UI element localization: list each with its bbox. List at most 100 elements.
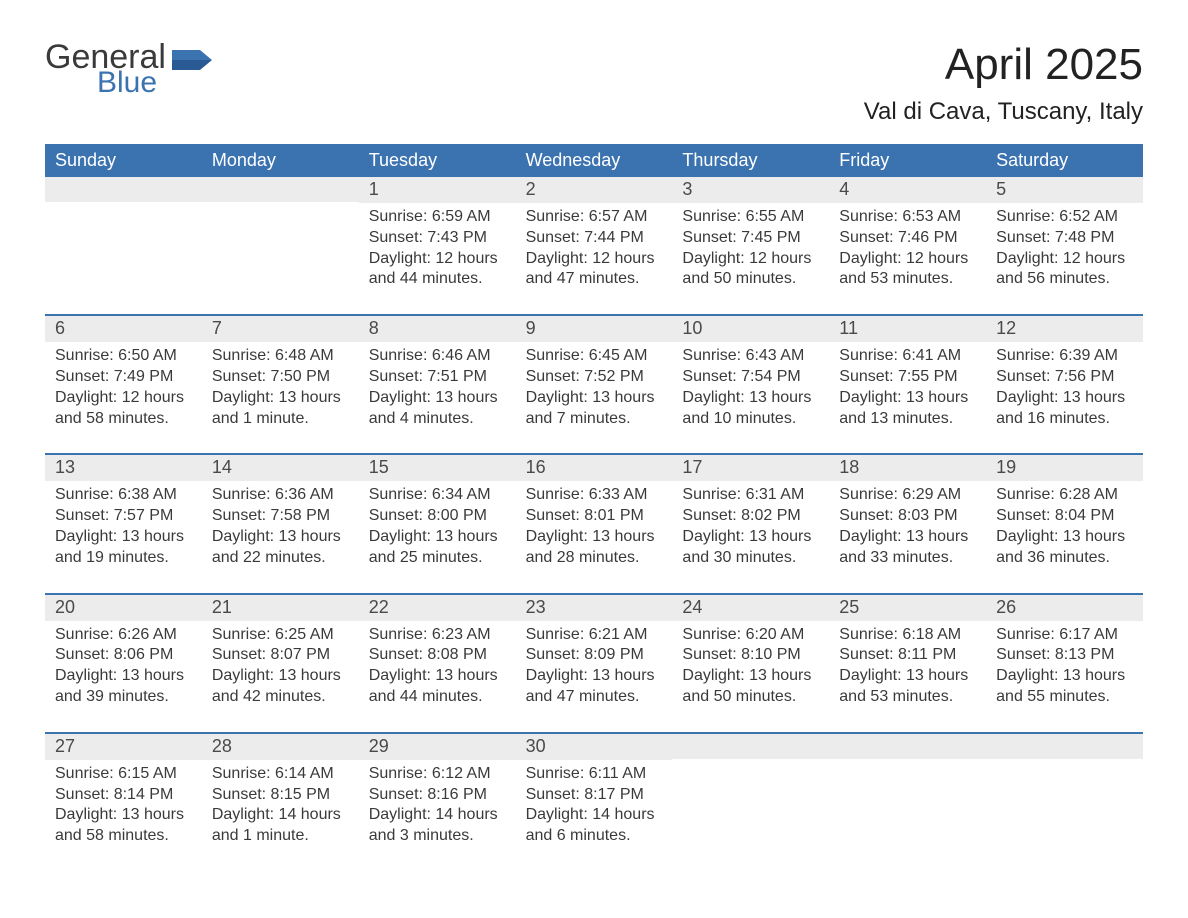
day-cell: 28Sunrise: 6:14 AMSunset: 8:15 PMDayligh… bbox=[202, 734, 359, 853]
day-details bbox=[829, 759, 986, 847]
day-details: Sunrise: 6:26 AMSunset: 8:06 PMDaylight:… bbox=[45, 621, 202, 714]
day-details bbox=[202, 202, 359, 290]
day-number: 9 bbox=[516, 316, 673, 342]
sunrise-text: Sunrise: 6:33 AM bbox=[526, 485, 663, 506]
day-cell: 24Sunrise: 6:20 AMSunset: 8:10 PMDayligh… bbox=[672, 595, 829, 714]
day-details: Sunrise: 6:12 AMSunset: 8:16 PMDaylight:… bbox=[359, 760, 516, 853]
sunrise-text: Sunrise: 6:45 AM bbox=[526, 346, 663, 367]
weekday-header: Friday bbox=[829, 144, 986, 177]
day-details: Sunrise: 6:53 AMSunset: 7:46 PMDaylight:… bbox=[829, 203, 986, 296]
sunset-text: Sunset: 8:00 PM bbox=[369, 506, 506, 527]
day-number: 24 bbox=[672, 595, 829, 621]
day-cell: 29Sunrise: 6:12 AMSunset: 8:16 PMDayligh… bbox=[359, 734, 516, 853]
day-number: 27 bbox=[45, 734, 202, 760]
daylight-text: Daylight: 12 hours and 50 minutes. bbox=[682, 249, 819, 291]
day-number: 30 bbox=[516, 734, 673, 760]
day-number: 10 bbox=[672, 316, 829, 342]
day-number: 8 bbox=[359, 316, 516, 342]
day-cell: 21Sunrise: 6:25 AMSunset: 8:07 PMDayligh… bbox=[202, 595, 359, 714]
day-details: Sunrise: 6:25 AMSunset: 8:07 PMDaylight:… bbox=[202, 621, 359, 714]
week-row: 20Sunrise: 6:26 AMSunset: 8:06 PMDayligh… bbox=[45, 593, 1143, 714]
weekday-header: Thursday bbox=[672, 144, 829, 177]
day-number: 12 bbox=[986, 316, 1143, 342]
weekday-header: Monday bbox=[202, 144, 359, 177]
day-details: Sunrise: 6:31 AMSunset: 8:02 PMDaylight:… bbox=[672, 481, 829, 574]
day-details bbox=[45, 202, 202, 290]
day-details: Sunrise: 6:52 AMSunset: 7:48 PMDaylight:… bbox=[986, 203, 1143, 296]
day-number: 20 bbox=[45, 595, 202, 621]
day-number: 11 bbox=[829, 316, 986, 342]
sunrise-text: Sunrise: 6:26 AM bbox=[55, 625, 192, 646]
sunrise-text: Sunrise: 6:43 AM bbox=[682, 346, 819, 367]
day-details: Sunrise: 6:46 AMSunset: 7:51 PMDaylight:… bbox=[359, 342, 516, 435]
daylight-text: Daylight: 13 hours and 28 minutes. bbox=[526, 527, 663, 569]
sunrise-text: Sunrise: 6:39 AM bbox=[996, 346, 1133, 367]
day-details: Sunrise: 6:34 AMSunset: 8:00 PMDaylight:… bbox=[359, 481, 516, 574]
sunrise-text: Sunrise: 6:53 AM bbox=[839, 207, 976, 228]
day-details: Sunrise: 6:33 AMSunset: 8:01 PMDaylight:… bbox=[516, 481, 673, 574]
day-number: 21 bbox=[202, 595, 359, 621]
sunset-text: Sunset: 8:15 PM bbox=[212, 785, 349, 806]
day-cell: 19Sunrise: 6:28 AMSunset: 8:04 PMDayligh… bbox=[986, 455, 1143, 574]
sunset-text: Sunset: 7:57 PM bbox=[55, 506, 192, 527]
day-number bbox=[829, 734, 986, 759]
daylight-text: Daylight: 12 hours and 53 minutes. bbox=[839, 249, 976, 291]
day-cell: 25Sunrise: 6:18 AMSunset: 8:11 PMDayligh… bbox=[829, 595, 986, 714]
day-number: 15 bbox=[359, 455, 516, 481]
sunset-text: Sunset: 7:49 PM bbox=[55, 367, 192, 388]
sunset-text: Sunset: 8:03 PM bbox=[839, 506, 976, 527]
flag-icon bbox=[172, 46, 212, 74]
sunrise-text: Sunrise: 6:15 AM bbox=[55, 764, 192, 785]
sunrise-text: Sunrise: 6:36 AM bbox=[212, 485, 349, 506]
day-number: 18 bbox=[829, 455, 986, 481]
day-number: 29 bbox=[359, 734, 516, 760]
title-block: April 2025 Val di Cava, Tuscany, Italy bbox=[864, 40, 1143, 126]
day-details: Sunrise: 6:48 AMSunset: 7:50 PMDaylight:… bbox=[202, 342, 359, 435]
sunrise-text: Sunrise: 6:48 AM bbox=[212, 346, 349, 367]
sunset-text: Sunset: 7:52 PM bbox=[526, 367, 663, 388]
week-row: 1Sunrise: 6:59 AMSunset: 7:43 PMDaylight… bbox=[45, 177, 1143, 296]
day-cell bbox=[45, 177, 202, 296]
sunset-text: Sunset: 7:51 PM bbox=[369, 367, 506, 388]
sunset-text: Sunset: 7:50 PM bbox=[212, 367, 349, 388]
day-details: Sunrise: 6:17 AMSunset: 8:13 PMDaylight:… bbox=[986, 621, 1143, 714]
daylight-text: Daylight: 13 hours and 42 minutes. bbox=[212, 666, 349, 708]
day-cell bbox=[829, 734, 986, 853]
day-cell: 12Sunrise: 6:39 AMSunset: 7:56 PMDayligh… bbox=[986, 316, 1143, 435]
sunset-text: Sunset: 7:44 PM bbox=[526, 228, 663, 249]
sunset-text: Sunset: 7:45 PM bbox=[682, 228, 819, 249]
day-number: 2 bbox=[516, 177, 673, 203]
week-row: 27Sunrise: 6:15 AMSunset: 8:14 PMDayligh… bbox=[45, 732, 1143, 853]
daylight-text: Daylight: 13 hours and 47 minutes. bbox=[526, 666, 663, 708]
day-cell: 20Sunrise: 6:26 AMSunset: 8:06 PMDayligh… bbox=[45, 595, 202, 714]
daylight-text: Daylight: 14 hours and 3 minutes. bbox=[369, 805, 506, 847]
day-details: Sunrise: 6:28 AMSunset: 8:04 PMDaylight:… bbox=[986, 481, 1143, 574]
sunset-text: Sunset: 8:07 PM bbox=[212, 645, 349, 666]
day-details: Sunrise: 6:38 AMSunset: 7:57 PMDaylight:… bbox=[45, 481, 202, 574]
weekday-header-row: SundayMondayTuesdayWednesdayThursdayFrid… bbox=[45, 144, 1143, 177]
day-details: Sunrise: 6:41 AMSunset: 7:55 PMDaylight:… bbox=[829, 342, 986, 435]
day-cell: 26Sunrise: 6:17 AMSunset: 8:13 PMDayligh… bbox=[986, 595, 1143, 714]
logo-line2: Blue bbox=[97, 68, 166, 98]
daylight-text: Daylight: 13 hours and 1 minute. bbox=[212, 388, 349, 430]
day-cell: 5Sunrise: 6:52 AMSunset: 7:48 PMDaylight… bbox=[986, 177, 1143, 296]
day-details bbox=[672, 759, 829, 847]
day-details bbox=[986, 759, 1143, 847]
daylight-text: Daylight: 13 hours and 50 minutes. bbox=[682, 666, 819, 708]
sunrise-text: Sunrise: 6:17 AM bbox=[996, 625, 1133, 646]
day-number: 1 bbox=[359, 177, 516, 203]
sunset-text: Sunset: 8:09 PM bbox=[526, 645, 663, 666]
sunrise-text: Sunrise: 6:25 AM bbox=[212, 625, 349, 646]
daylight-text: Daylight: 13 hours and 4 minutes. bbox=[369, 388, 506, 430]
day-number: 3 bbox=[672, 177, 829, 203]
sunrise-text: Sunrise: 6:29 AM bbox=[839, 485, 976, 506]
day-details: Sunrise: 6:20 AMSunset: 8:10 PMDaylight:… bbox=[672, 621, 829, 714]
day-details: Sunrise: 6:29 AMSunset: 8:03 PMDaylight:… bbox=[829, 481, 986, 574]
sunset-text: Sunset: 8:11 PM bbox=[839, 645, 976, 666]
day-cell: 1Sunrise: 6:59 AMSunset: 7:43 PMDaylight… bbox=[359, 177, 516, 296]
sunrise-text: Sunrise: 6:52 AM bbox=[996, 207, 1133, 228]
day-cell: 15Sunrise: 6:34 AMSunset: 8:00 PMDayligh… bbox=[359, 455, 516, 574]
day-cell bbox=[672, 734, 829, 853]
sunset-text: Sunset: 8:13 PM bbox=[996, 645, 1133, 666]
day-number: 7 bbox=[202, 316, 359, 342]
